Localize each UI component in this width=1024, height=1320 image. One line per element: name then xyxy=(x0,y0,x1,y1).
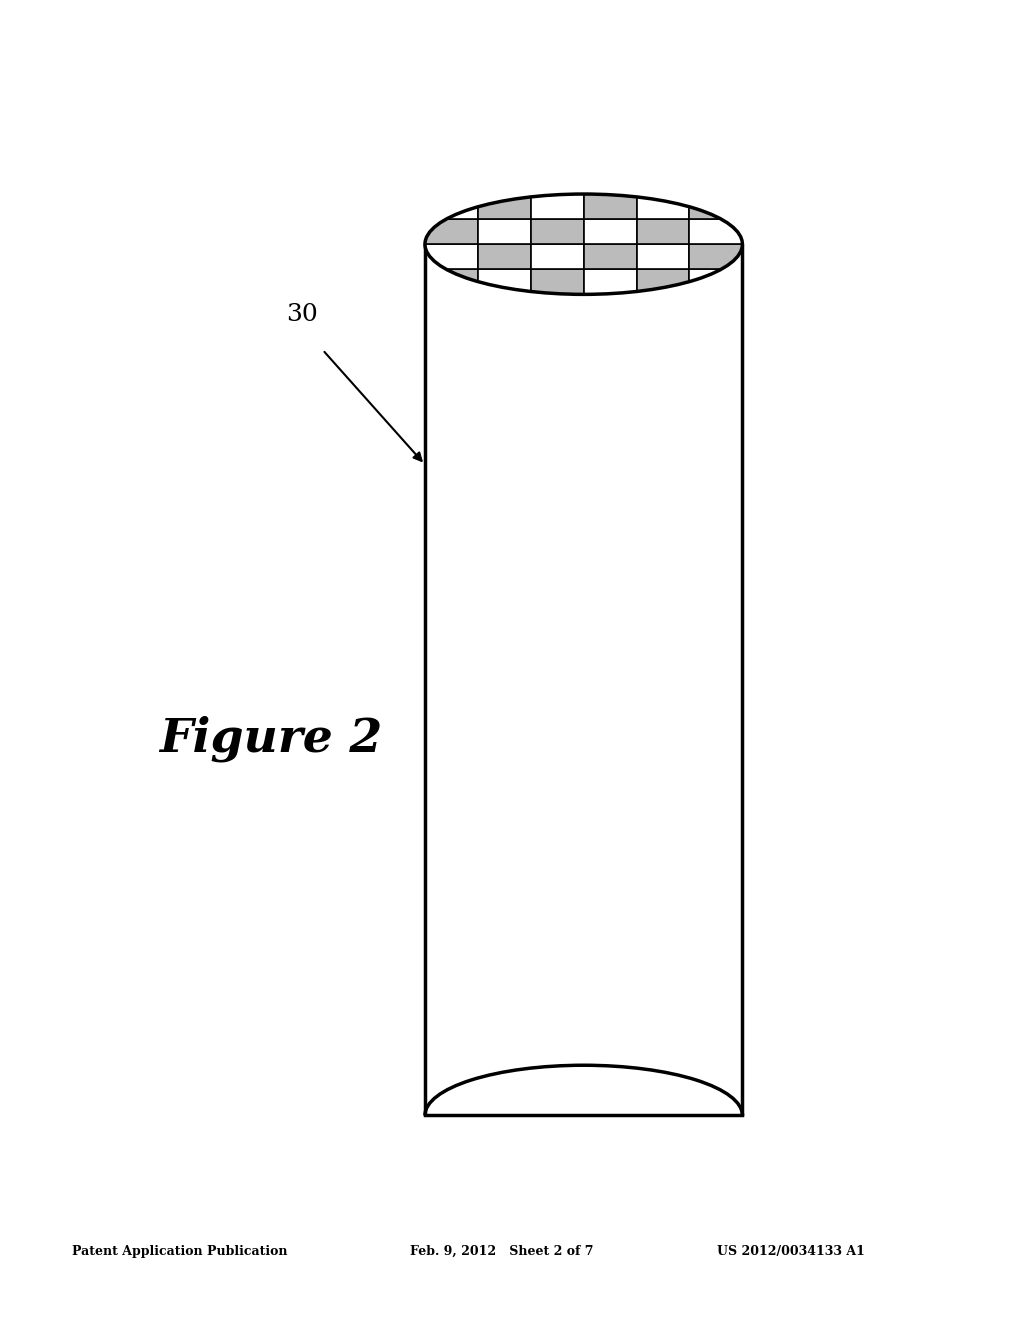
Bar xyxy=(372,244,425,269)
Bar xyxy=(530,194,584,219)
Bar xyxy=(742,194,796,219)
Bar xyxy=(425,294,478,319)
Bar xyxy=(530,294,584,319)
Bar xyxy=(372,169,425,194)
Text: US 2012/0034133 A1: US 2012/0034133 A1 xyxy=(717,1245,864,1258)
Bar xyxy=(425,269,478,294)
Bar xyxy=(742,294,796,319)
Bar xyxy=(584,169,637,194)
Bar xyxy=(584,244,637,269)
Bar xyxy=(689,169,742,194)
Bar xyxy=(637,294,689,319)
Text: Feb. 9, 2012   Sheet 2 of 7: Feb. 9, 2012 Sheet 2 of 7 xyxy=(410,1245,593,1258)
Bar xyxy=(637,194,689,219)
Bar xyxy=(637,269,689,294)
Bar xyxy=(530,169,584,194)
Bar xyxy=(742,169,796,194)
Bar xyxy=(372,269,425,294)
Bar xyxy=(689,244,742,269)
Bar xyxy=(742,269,796,294)
Bar xyxy=(478,269,530,294)
Bar xyxy=(584,269,637,294)
Bar xyxy=(530,269,584,294)
Bar xyxy=(478,169,530,194)
Bar xyxy=(742,244,796,269)
Bar xyxy=(689,194,742,219)
Bar xyxy=(530,219,584,244)
Bar xyxy=(425,194,478,219)
Bar xyxy=(478,194,530,219)
Bar xyxy=(372,294,425,319)
Text: Patent Application Publication: Patent Application Publication xyxy=(72,1245,287,1258)
Bar xyxy=(478,244,530,269)
Bar xyxy=(689,269,742,294)
Bar xyxy=(637,219,689,244)
Bar xyxy=(425,169,478,194)
Bar xyxy=(584,294,637,319)
Text: Figure 2: Figure 2 xyxy=(159,715,382,763)
Bar xyxy=(689,294,742,319)
Bar xyxy=(425,219,478,244)
Bar xyxy=(637,244,689,269)
Bar xyxy=(372,219,425,244)
Text: 30: 30 xyxy=(286,302,318,326)
Bar xyxy=(478,294,530,319)
Bar xyxy=(372,194,425,219)
Bar xyxy=(689,219,742,244)
Bar xyxy=(584,194,637,219)
Bar xyxy=(425,244,478,269)
Bar xyxy=(478,219,530,244)
Bar xyxy=(584,219,637,244)
Bar xyxy=(530,244,584,269)
Bar xyxy=(637,169,689,194)
Bar xyxy=(742,219,796,244)
